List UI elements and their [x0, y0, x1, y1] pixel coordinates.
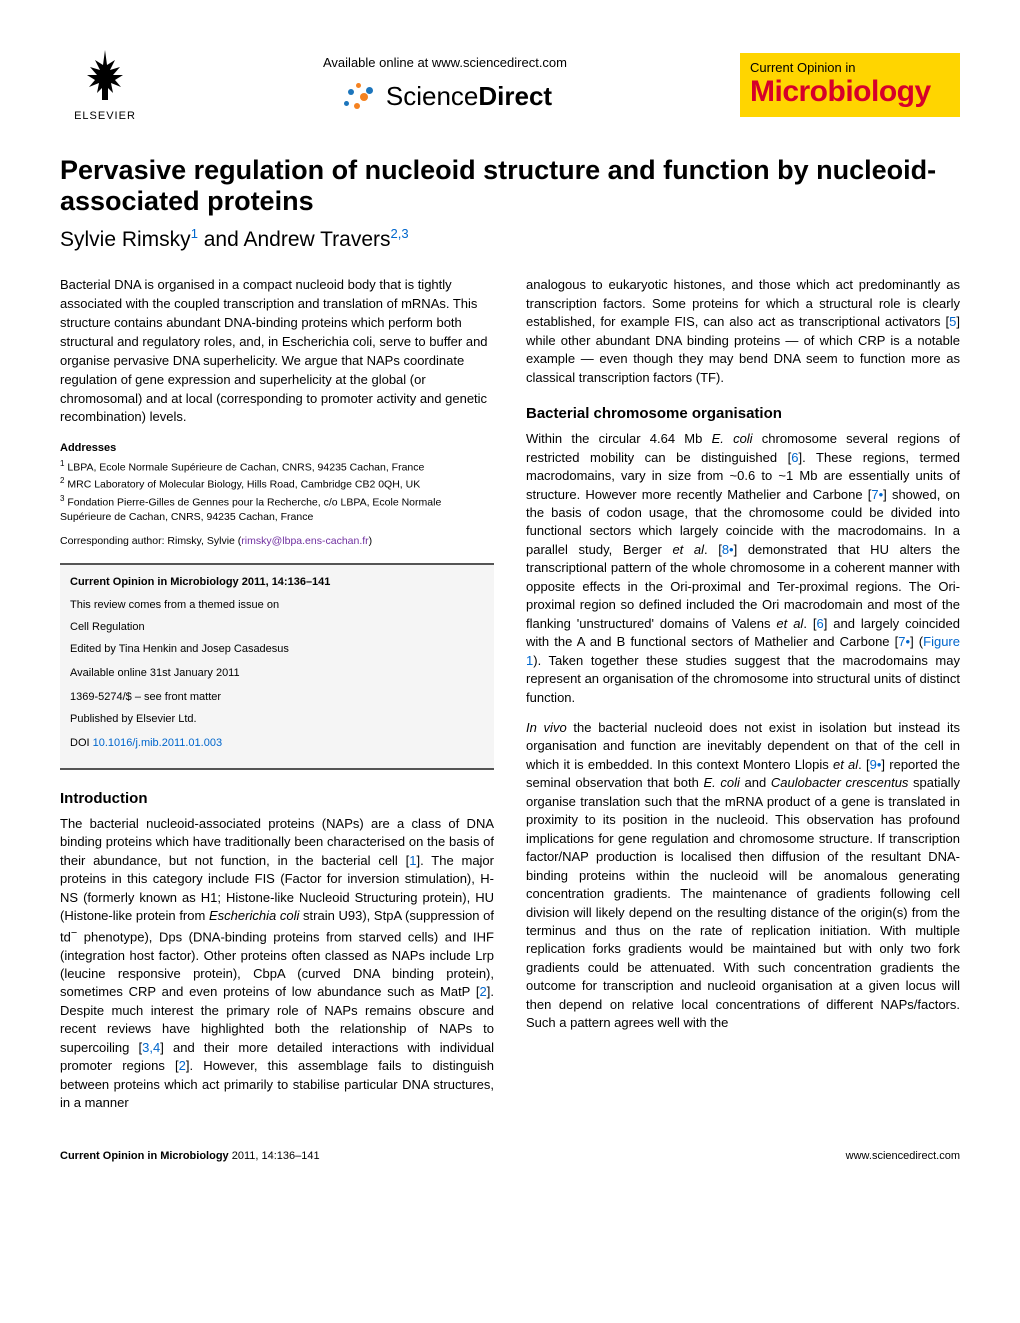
introduction-body: The bacterial nucleoid-associated protei…	[60, 815, 494, 1113]
doi-link[interactable]: 10.1016/j.mib.2011.01.003	[93, 737, 222, 749]
author-1: Sylvie Rimsky	[60, 228, 191, 251]
footer-left: Current Opinion in Microbiology 2011, 14…	[60, 1149, 320, 1164]
available-online-text: Available online at www.sciencedirect.co…	[150, 54, 740, 72]
sciencedirect-dots-icon	[338, 81, 378, 111]
sciencedirect-logo: ScienceDirect	[338, 78, 552, 114]
article-title: Pervasive regulation of nucleoid structu…	[60, 155, 960, 217]
corresponding-label: Corresponding author: Rimsky, Sylvie (	[60, 535, 241, 547]
sd-suffix: Direct	[478, 81, 552, 111]
corresponding-close: )	[369, 535, 373, 547]
sciencedirect-block: Available online at www.sciencedirect.co…	[150, 54, 740, 117]
introduction-heading: Introduction	[60, 788, 494, 809]
author-2-sup: 2,3	[391, 226, 409, 241]
footer-right: www.sciencedirect.com	[846, 1149, 960, 1164]
bco-body-1: Within the circular 4.64 Mb E. coli chro…	[526, 430, 960, 707]
bco-heading: Bacterial chromosome organisation	[526, 403, 960, 424]
address-item: 1 LBPA, Ecole Normale Supérieure de Cach…	[60, 459, 494, 475]
corresponding-author: Corresponding author: Rimsky, Sylvie (ri…	[60, 534, 494, 549]
elsevier-logo: ELSEVIER	[60, 40, 150, 130]
themed-line-1: This review comes from a themed issue on	[70, 598, 484, 614]
available-online-date: Available online 31st January 2011	[70, 666, 484, 682]
two-column-layout: Bacterial DNA is organised in a compact …	[60, 276, 960, 1112]
footer-left-bold: Current Opinion in Microbiology	[60, 1150, 229, 1162]
left-column: Bacterial DNA is organised in a compact …	[60, 276, 494, 1112]
doi-line: DOI 10.1016/j.mib.2011.01.003	[70, 736, 484, 752]
corresponding-email-link[interactable]: rimsky@lbpa.ens-cachan.fr	[241, 535, 368, 547]
journal-badge: Current Opinion in Microbiology	[740, 53, 960, 117]
elsevier-label: ELSEVIER	[74, 109, 136, 124]
right-column: analogous to eukaryotic histones, and th…	[526, 276, 960, 1112]
footer-left-rest: 2011, 14:136–141	[229, 1150, 320, 1162]
elsevier-tree-icon	[75, 45, 135, 105]
page-footer: Current Opinion in Microbiology 2011, 14…	[60, 1143, 960, 1164]
address-text: MRC Laboratory of Molecular Biology, Hil…	[64, 479, 420, 491]
bco-body-2: In vivo the bacterial nucleoid does not …	[526, 719, 960, 1033]
publisher: Published by Elsevier Ltd.	[70, 712, 484, 728]
doi-label: DOI	[70, 737, 93, 749]
address-text: Fondation Pierre-Gilles de Gennes pour l…	[60, 496, 441, 522]
address-item: 3 Fondation Pierre-Gilles de Gennes pour…	[60, 494, 494, 524]
journal-badge-main: Microbiology	[750, 77, 950, 107]
sd-prefix: Science	[386, 81, 479, 111]
authors: Sylvie Rimsky1 and Andrew Travers2,3	[60, 225, 960, 254]
issn: 1369-5274/$ – see front matter	[70, 690, 484, 706]
sciencedirect-text: ScienceDirect	[386, 78, 552, 114]
edited-by: Edited by Tina Henkin and Josep Casadesu…	[70, 642, 484, 658]
addresses-list: 1 LBPA, Ecole Normale Supérieure de Cach…	[60, 459, 494, 524]
citation-info-box: Current Opinion in Microbiology 2011, 14…	[60, 563, 494, 771]
citation: Current Opinion in Microbiology 2011, 14…	[70, 575, 484, 591]
address-item: 2 MRC Laboratory of Molecular Biology, H…	[60, 476, 494, 492]
abstract: Bacterial DNA is organised in a compact …	[60, 276, 494, 427]
address-text: LBPA, Ecole Normale Supérieure de Cachan…	[64, 461, 424, 473]
author-1-sup: 1	[191, 226, 198, 241]
right-top-continuation: analogous to eukaryotic histones, and th…	[526, 276, 960, 387]
page-header: ELSEVIER Available online at www.science…	[60, 40, 960, 130]
authors-and: and Andrew Travers	[198, 228, 391, 251]
themed-line-2: Cell Regulation	[70, 620, 484, 636]
addresses-heading: Addresses	[60, 441, 494, 456]
